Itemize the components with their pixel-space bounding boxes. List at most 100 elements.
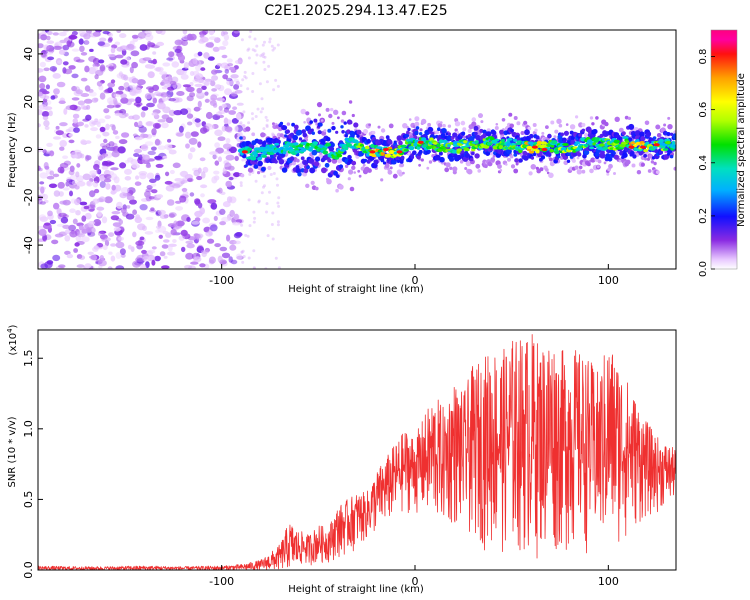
noise-blob xyxy=(209,100,217,106)
colorbar-tick-label: 0.6 xyxy=(698,102,709,118)
band-halo xyxy=(440,121,443,124)
noise-blob xyxy=(110,47,116,54)
band-halo xyxy=(475,163,481,169)
band-core xyxy=(613,139,620,144)
noise-blob xyxy=(276,223,280,227)
band-mid xyxy=(419,132,423,136)
band-mid xyxy=(321,167,327,174)
noise-blob xyxy=(214,243,221,248)
noise-blob xyxy=(48,183,58,189)
noise-blob xyxy=(199,157,206,162)
band-halo xyxy=(576,156,580,160)
band-halo xyxy=(495,123,499,126)
noise-blob xyxy=(89,91,97,97)
noise-blob xyxy=(272,88,276,92)
noise-blob xyxy=(179,171,188,177)
noise-blob xyxy=(154,155,163,160)
noise-blob xyxy=(43,67,50,72)
band-halo xyxy=(347,177,351,181)
noise-blob xyxy=(46,142,53,147)
noise-blob xyxy=(217,187,223,194)
noise-blob xyxy=(49,170,55,176)
noise-blob xyxy=(240,223,244,227)
noise-blob xyxy=(66,253,74,259)
noise-blob xyxy=(193,256,202,263)
noise-blob xyxy=(49,219,57,225)
noise-blob xyxy=(217,255,223,263)
noise-blob xyxy=(117,146,126,154)
band-mid xyxy=(557,155,561,159)
noise-blob xyxy=(259,110,263,114)
snr-xlabel: Height of straight line (km) xyxy=(288,584,424,595)
noise-blob xyxy=(75,89,84,95)
band-mid xyxy=(400,155,405,160)
noise-blob xyxy=(235,80,240,86)
noise-blob xyxy=(155,30,163,34)
noise-blob xyxy=(207,238,215,244)
noise-blob xyxy=(267,64,271,68)
noise-blob xyxy=(99,126,106,132)
noise-blob xyxy=(201,121,207,127)
noise-blob xyxy=(210,224,218,232)
noise-blob xyxy=(115,135,120,140)
noise-blob xyxy=(221,103,227,108)
band-halo xyxy=(545,125,549,129)
noise-blob xyxy=(56,81,66,88)
band-halo xyxy=(442,123,446,128)
noise-blob xyxy=(200,184,208,189)
band-mid xyxy=(341,130,345,134)
noise-blob xyxy=(38,68,44,73)
noise-blob xyxy=(97,231,105,237)
noise-blob xyxy=(47,56,55,61)
noise-blob xyxy=(227,62,234,67)
noise-blob xyxy=(207,199,217,204)
band-core xyxy=(294,150,301,154)
noise-blob xyxy=(246,48,250,52)
band-halo xyxy=(576,169,582,175)
band-mid xyxy=(412,150,417,155)
noise-blob xyxy=(84,65,90,73)
noise-blob xyxy=(126,43,135,51)
band-halo xyxy=(331,121,335,125)
noise-blob xyxy=(166,143,173,151)
noise-blob xyxy=(50,95,56,100)
band-core xyxy=(516,140,523,143)
noise-blob xyxy=(123,74,128,81)
noise-blob xyxy=(120,187,130,194)
band-halo xyxy=(418,163,421,167)
noise-blob xyxy=(102,30,110,35)
band-halo xyxy=(437,123,443,128)
noise-blob xyxy=(167,244,173,252)
noise-blob xyxy=(170,229,177,236)
band-halo xyxy=(387,169,393,175)
noise-blob xyxy=(161,114,170,120)
noise-blob xyxy=(69,230,78,238)
noise-blob xyxy=(203,37,209,42)
noise-blob xyxy=(41,111,50,117)
noise-blob xyxy=(87,251,94,255)
band-halo xyxy=(351,113,355,118)
band-halo xyxy=(471,117,477,122)
snr-exponent-label: (x104) xyxy=(6,324,19,355)
noise-blob xyxy=(236,102,244,106)
noise-blob xyxy=(237,131,243,138)
band-mid xyxy=(285,129,290,134)
spectrogram-ytick-label: 20 xyxy=(22,95,35,109)
noise-blob xyxy=(221,252,231,259)
noise-blob xyxy=(247,256,251,260)
band-halo xyxy=(353,171,357,174)
band-hotspot xyxy=(541,147,548,152)
noise-blob xyxy=(272,172,276,175)
noise-blob xyxy=(92,180,99,188)
band-halo xyxy=(477,169,482,173)
band-halo xyxy=(597,159,602,164)
noise-blob xyxy=(105,143,111,149)
band-halo xyxy=(367,168,372,173)
noise-blob xyxy=(116,30,122,33)
noise-blob xyxy=(277,204,281,208)
noise-blob xyxy=(84,154,90,162)
noise-blob xyxy=(233,172,241,178)
noise-blob xyxy=(216,97,225,101)
band-mid xyxy=(491,130,497,135)
noise-blob xyxy=(107,38,113,43)
